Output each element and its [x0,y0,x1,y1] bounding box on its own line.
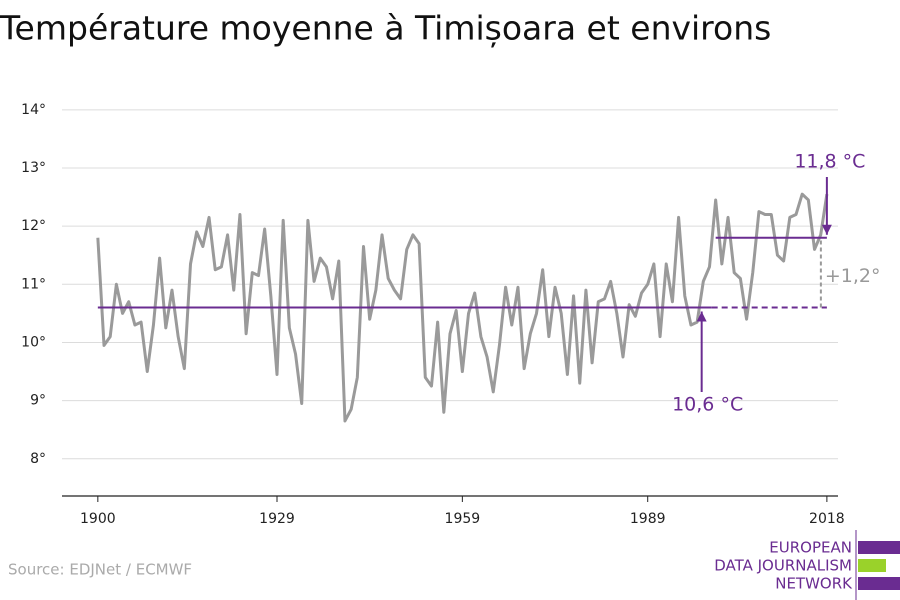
y-tick-label: 10° [21,334,46,350]
logo-bar [858,559,886,572]
annotation: 11,8 °C [794,151,865,173]
y-tick-label: 9° [30,393,46,409]
source: Source: EDJNet / ECMWF [8,561,192,579]
logo-text: DATA JOURNALISM [714,557,852,575]
annotation: 10,6 °C [672,394,743,416]
x-tick-label: 1900 [80,511,116,527]
logo: EUROPEAN DATA JOURNALISM NETWORK [714,530,900,600]
logo-bar [858,577,900,590]
x-tick-label: 1989 [630,511,666,527]
arrow-head [696,311,707,322]
y-tick-label: 11° [21,276,46,292]
y-tick-label: 12° [21,218,46,234]
difference-label: +1,2° [825,265,881,287]
x-tick-label: 2018 [809,511,845,527]
arrow-head [821,224,832,235]
logo-text: NETWORK [775,575,853,593]
x-tick-label: 1929 [259,511,295,527]
y-tick-label: 13° [21,160,46,176]
y-tick-label: 14° [21,102,46,118]
y-tick-label: 8° [30,451,46,467]
logo-bar [858,541,900,554]
logo-text: EUROPEAN [769,539,852,557]
chart-title: Température moyenne à Timișoara et envir… [0,9,771,48]
data-line [96,192,829,423]
x-tick-label: 1959 [445,511,481,527]
